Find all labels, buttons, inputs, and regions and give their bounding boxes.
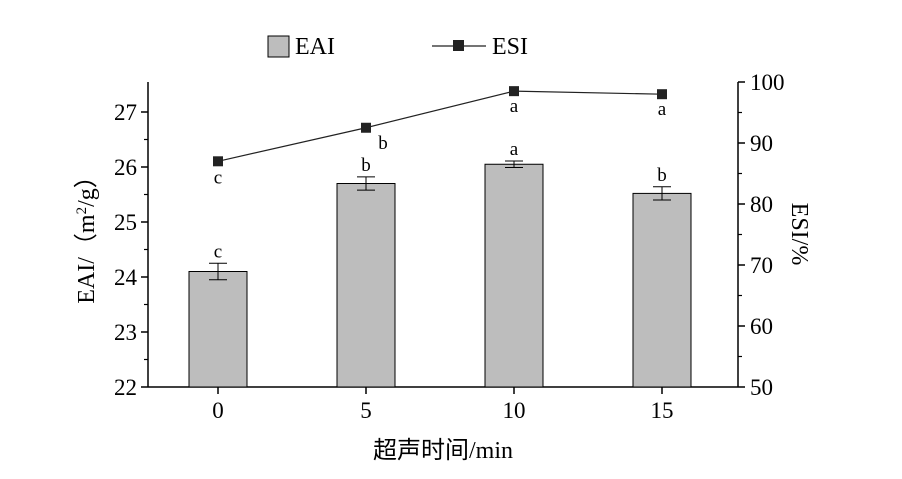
esi-point [361, 122, 371, 133]
x-tick-label: 15 [651, 398, 674, 423]
legend-marker-esi [453, 40, 464, 51]
esi-significance-label: c [214, 167, 222, 188]
x-tick-label: 5 [360, 398, 372, 423]
eai-significance-label: a [510, 139, 519, 160]
left-tick-label: 25 [114, 210, 137, 235]
left-axis-title: EAI/（m2/g） [74, 164, 100, 304]
left-axis-ticks: 22 23 24 25 26 27 [114, 100, 148, 400]
x-axis-ticks: 0 5 10 15 [212, 387, 674, 423]
right-tick-label: 50 [750, 375, 773, 400]
left-tick-label: 23 [114, 320, 137, 345]
left-tick-label: 24 [114, 265, 138, 290]
left-axis-title-part1: EAI/（m [74, 214, 100, 304]
left-axis-title-sup: 2 [74, 207, 90, 215]
esi-significance-label: a [510, 96, 519, 117]
eai-significance-label: b [361, 155, 371, 176]
esi-significance-label: a [658, 99, 667, 120]
left-tick-label: 26 [114, 155, 137, 180]
esi-point [657, 89, 667, 100]
left-tick-label: 27 [114, 100, 137, 125]
svg-text:ESI/%: ESI/% [786, 203, 812, 266]
legend: EAI ESI [267, 34, 528, 60]
x-tick-label: 0 [212, 398, 224, 423]
left-tick-label: 22 [114, 375, 137, 400]
x-tick-label: 10 [503, 398, 526, 423]
legend-label-eai: EAI [295, 34, 335, 60]
eai-bar [484, 163, 544, 388]
esi-line: c b a a [213, 86, 667, 188]
esi-point [509, 86, 519, 97]
eai-bar [632, 192, 692, 388]
right-tick-label: 60 [750, 314, 773, 339]
legend-label-esi: ESI [492, 34, 528, 60]
right-tick-label: 70 [750, 253, 773, 278]
right-tick-label: 80 [750, 192, 773, 217]
esi-point [213, 156, 223, 167]
eai-bar [336, 183, 396, 388]
eai-bars: c b a b [188, 139, 692, 388]
esi-significance-label: b [378, 133, 388, 154]
eai-significance-label: b [657, 165, 667, 186]
x-axis-title: 超声时间/min [373, 437, 513, 464]
right-tick-label: 100 [750, 70, 785, 95]
right-tick-label: 90 [750, 131, 773, 156]
right-axis-ticks: 50 60 70 80 90 100 [738, 70, 785, 400]
eai-bar [188, 271, 248, 388]
svg-text:EAI/（m2/g）: EAI/（m2/g） [74, 164, 100, 304]
legend-swatch-eai [267, 35, 290, 58]
eai-significance-label: c [214, 241, 222, 262]
right-axis-title: ESI/% [786, 203, 812, 266]
esi-series-line [217, 90, 663, 162]
left-axis-title-part2: /g） [74, 164, 100, 207]
